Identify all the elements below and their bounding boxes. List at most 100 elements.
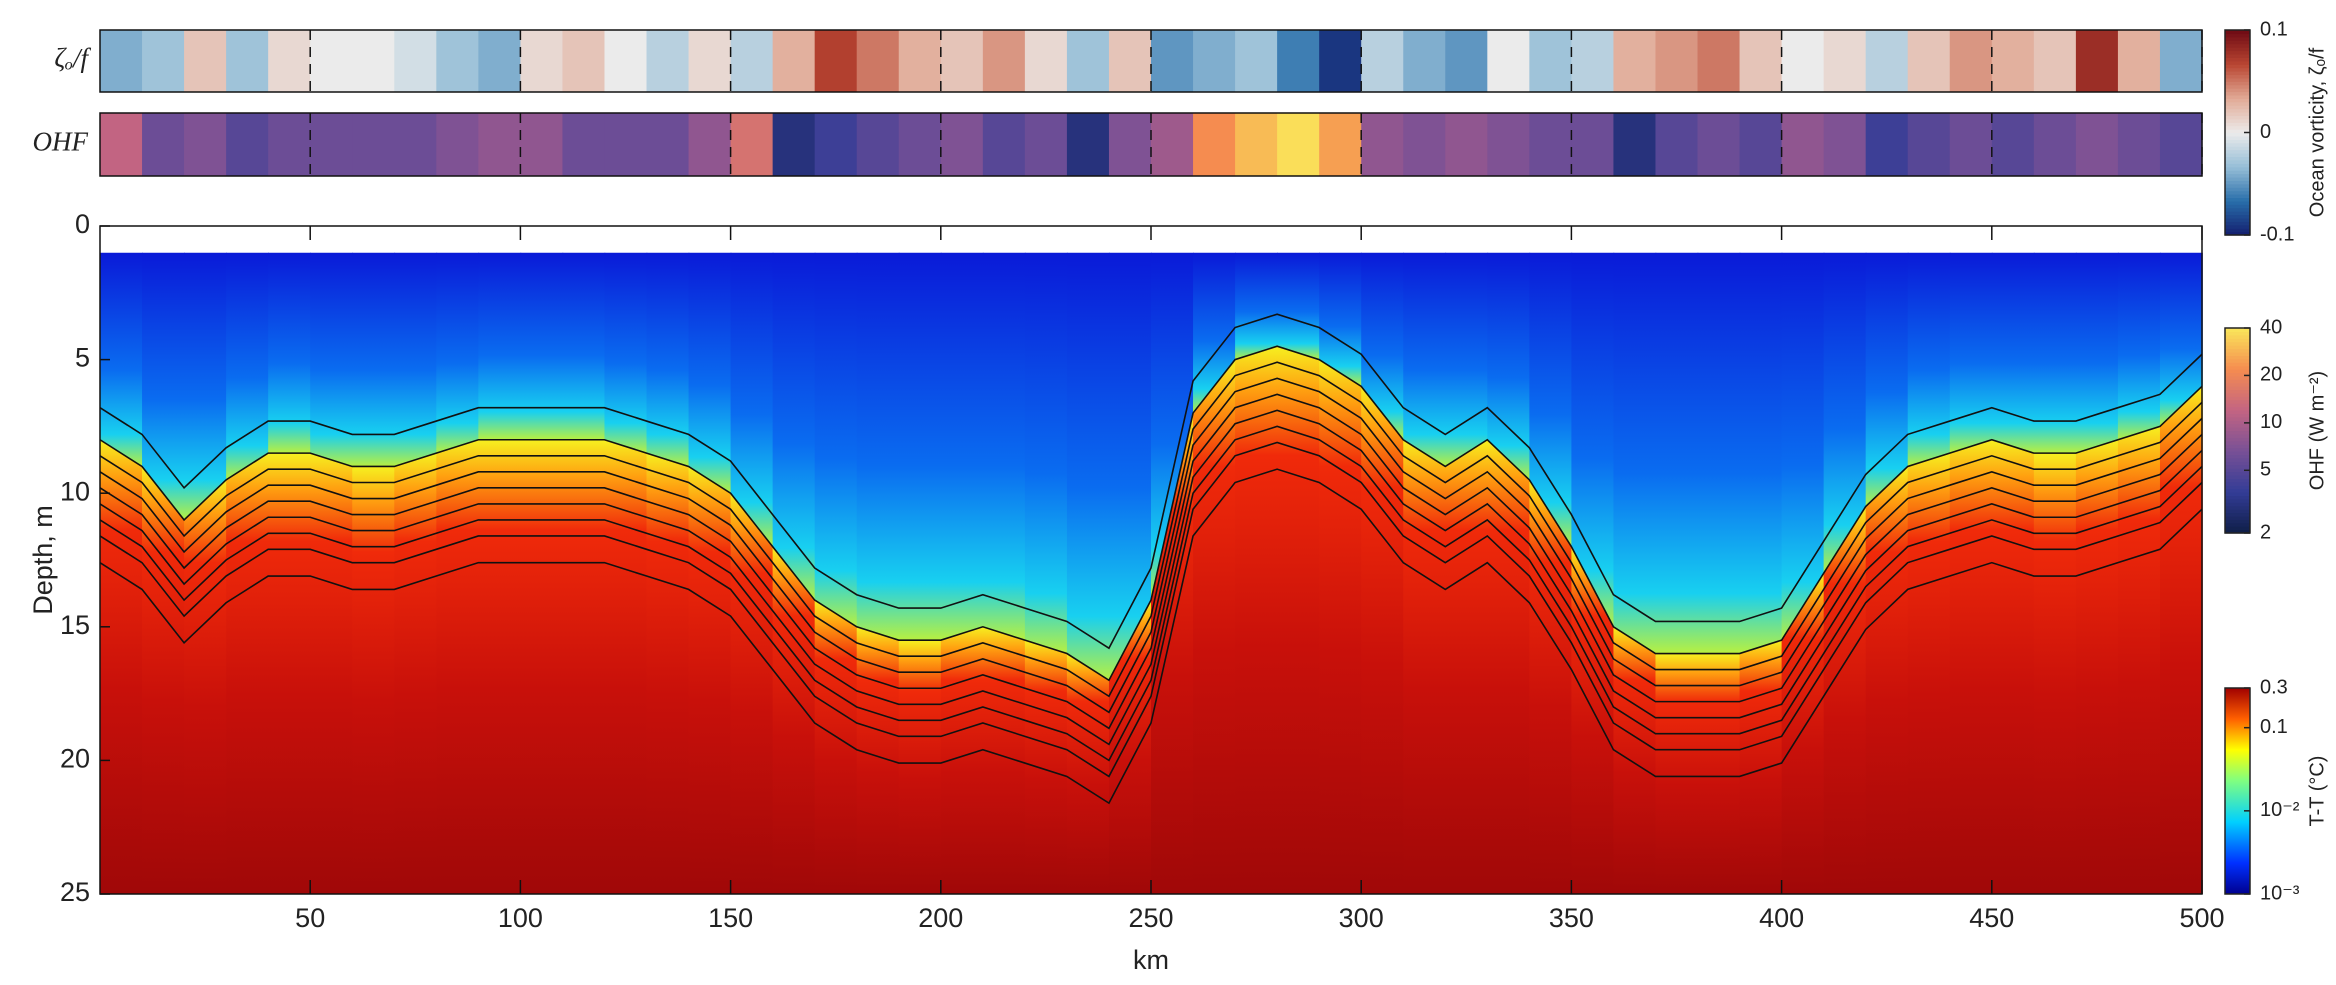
colorbar-fill	[2225, 427, 2250, 432]
colorbar-fill	[2225, 362, 2250, 367]
colorbar-fill	[2225, 74, 2250, 79]
colorbar-fill	[2225, 166, 2250, 171]
colorbar-tick-label: 0.3	[2260, 676, 2288, 698]
cool-layer	[1403, 252, 1447, 467]
cool-layer	[1066, 252, 1110, 681]
strip-cell	[940, 30, 984, 92]
strip-cell	[730, 113, 774, 176]
colorbar-frame	[2224, 687, 2251, 895]
strip-cell	[1781, 113, 1825, 176]
strip-cell	[562, 113, 606, 176]
cool-layer	[226, 252, 269, 480]
colorbar-fill	[2225, 156, 2250, 161]
strip-cell	[772, 113, 816, 176]
colorbar-fill	[2225, 328, 2250, 333]
strip-cell	[1865, 30, 1909, 92]
strip-cell	[394, 113, 437, 176]
strip-cell	[1697, 30, 1741, 92]
colorbar-fill	[2225, 522, 2250, 527]
warm-layer	[1571, 546, 1615, 894]
cool-layer	[2117, 252, 2161, 440]
colorbar-fill	[2225, 430, 2250, 435]
cool-layer	[310, 252, 354, 467]
strip-frame	[99, 29, 2203, 93]
cool-layer	[1697, 252, 1741, 654]
colorbar-fill	[2225, 447, 2250, 452]
cool-layer	[1907, 252, 1951, 467]
warm-layer	[646, 453, 690, 894]
cool-layer	[2159, 252, 2203, 427]
cool-layer	[1781, 252, 1825, 641]
warm-layer	[142, 466, 185, 894]
strip-cell	[1445, 30, 1488, 92]
strip-cell	[688, 30, 732, 92]
colorbar-frame	[2224, 327, 2251, 534]
colorbar-fill	[2225, 197, 2250, 202]
strip-cell	[814, 30, 858, 92]
y-tick-label: 0	[75, 209, 90, 239]
warm-layer	[1024, 640, 1068, 894]
strip-cell	[1487, 113, 1530, 176]
colorbar-fill	[2225, 481, 2250, 486]
warm-layer	[1151, 413, 1194, 894]
strip-cell	[856, 30, 900, 92]
strip-cell	[520, 30, 564, 92]
colorbar-fill	[2225, 474, 2250, 479]
warm-layer	[1319, 359, 1362, 895]
strip-cell	[688, 113, 732, 176]
warm-layer	[268, 453, 311, 894]
cool-layer	[1823, 252, 1867, 574]
strip-cell	[940, 113, 984, 176]
colorbar-fill	[2225, 105, 2250, 110]
strip-cell	[772, 30, 816, 92]
strip-cell	[142, 30, 185, 92]
warm-layer	[2117, 426, 2161, 894]
strip-cell	[982, 113, 1026, 176]
strip-cell	[478, 30, 521, 92]
y-tick-label: 20	[60, 744, 90, 774]
colorbar-fill	[2225, 526, 2250, 531]
strip-cell	[1487, 30, 1530, 92]
colorbar-fill	[2225, 190, 2250, 195]
strip-cell	[604, 113, 648, 176]
strip-cell	[2117, 30, 2161, 92]
cool-layer	[562, 252, 606, 440]
strip-cell	[1024, 30, 1068, 92]
cool-layer	[1739, 252, 1783, 654]
colorbar-fill	[2225, 33, 2250, 38]
colorbar-tick-label: 2	[2260, 521, 2271, 543]
colorbar-fill	[2225, 529, 2250, 534]
cool-layer	[1193, 252, 1236, 414]
strip-cell	[184, 113, 227, 176]
warm-layer	[1865, 466, 1909, 894]
colorbar-fill	[2225, 413, 2250, 418]
contour-line	[99, 345, 2203, 682]
colorbar-fill	[2225, 365, 2250, 370]
colorbar-fill	[2225, 379, 2250, 384]
cool-layer	[100, 252, 143, 467]
warm-layer	[1108, 600, 1152, 894]
strip-cell	[226, 113, 269, 176]
strip-cell	[1991, 30, 2035, 92]
cool-layer	[2075, 252, 2119, 454]
colorbar-fill	[2225, 505, 2250, 510]
colorbar-fill	[2225, 221, 2250, 226]
cool-layer	[1949, 252, 1993, 454]
warm-layer	[1907, 453, 1951, 894]
colorbar-fill	[2225, 173, 2250, 178]
y-tick-label: 25	[60, 877, 90, 907]
colorbar: 0.1 0 -0.1 Ocean vorticity, ζₒ/f	[2224, 18, 2328, 245]
y-tick-label: 15	[60, 610, 90, 640]
colorbar-fill	[2225, 122, 2250, 127]
strip-cell	[1108, 113, 1152, 176]
colorbar-fill	[2225, 389, 2250, 394]
cool-layer	[394, 252, 438, 467]
cool-layer	[646, 252, 690, 467]
strip-cell	[1151, 30, 1194, 92]
strip-cell	[184, 30, 227, 92]
warm-layer	[688, 466, 732, 894]
colorbar-fill	[2225, 129, 2250, 134]
warm-layer	[814, 600, 858, 894]
colorbar: 0.3 0.1 10⁻² 10⁻³ T-T (°C)	[2224, 676, 2328, 904]
colorbar-fill	[2225, 207, 2250, 212]
